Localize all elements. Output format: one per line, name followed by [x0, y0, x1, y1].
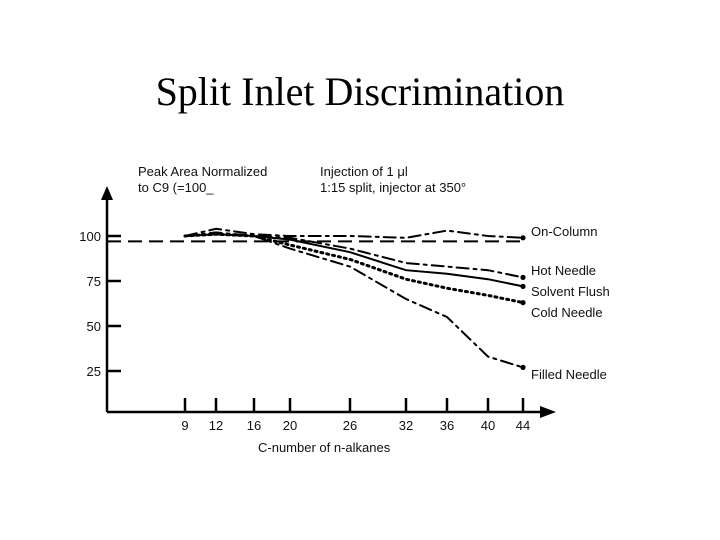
slide-title: Split Inlet Discrimination: [155, 69, 565, 114]
series-endpoint: [520, 274, 526, 280]
x-tick-label: 32: [399, 418, 413, 433]
series-line: [184, 231, 524, 279]
series-line: [184, 233, 524, 369]
x-tick-label: 40: [481, 418, 495, 433]
series-label: Hot Needle: [531, 263, 596, 278]
series-endpoint: [520, 364, 526, 370]
x-tick-label: 44: [516, 418, 530, 433]
y-tick-label: 50: [87, 319, 101, 334]
note-line2: 1:15 split, injector at 350°: [320, 180, 466, 195]
series-line: [184, 227, 524, 239]
series-label: Solvent Flush: [531, 284, 610, 299]
y-axis-label-line2: to C9 (=100_: [138, 180, 214, 195]
series-label: Filled Needle: [531, 367, 607, 382]
series-label: On-Column: [531, 224, 597, 239]
x-tick-label: 20: [283, 418, 297, 433]
y-tick-label: 100: [79, 229, 101, 244]
y-tick-label: 75: [87, 274, 101, 289]
x-tick-label: 12: [209, 418, 223, 433]
y-axis-label-line1: Peak Area Normalized: [138, 164, 267, 179]
series-endpoint: [520, 283, 526, 289]
x-axis-arrow: [540, 406, 556, 418]
x-axis-label: C-number of n-alkanes: [258, 440, 391, 455]
x-tick-label: 16: [247, 418, 261, 433]
series-label: Cold Needle: [531, 305, 603, 320]
x-tick-label: 26: [343, 418, 357, 433]
series-endpoint: [520, 235, 526, 241]
x-tick-label: 36: [440, 418, 454, 433]
x-tick-label: 9: [181, 418, 188, 433]
series-endpoint: [520, 300, 526, 306]
note-line1: Injection of 1 μl: [320, 164, 408, 179]
y-axis-arrow: [101, 186, 113, 200]
y-tick-label: 25: [87, 364, 101, 379]
